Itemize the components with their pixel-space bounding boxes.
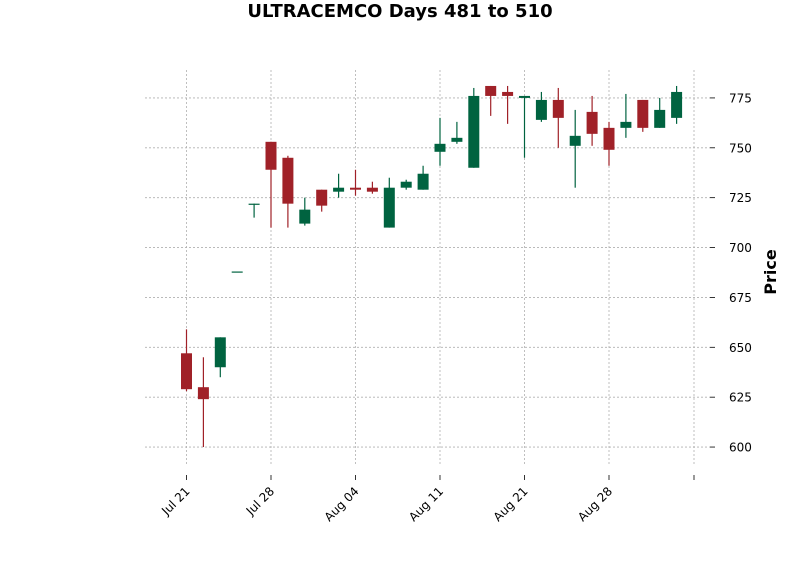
- grid-layer: [145, 70, 710, 465]
- candle-body: [248, 203, 260, 205]
- x-tick-label: Aug 11: [406, 484, 446, 524]
- x-tick-label: Aug 04: [322, 484, 362, 524]
- candle-body: [468, 95, 480, 168]
- y-tick-label: 750: [729, 141, 752, 155]
- y-tick-label: 625: [729, 391, 752, 405]
- candle-body: [485, 85, 497, 96]
- candle-body: [214, 337, 226, 368]
- candle-body: [181, 353, 192, 390]
- y-tick-label: 775: [729, 91, 752, 105]
- candle-body: [671, 91, 683, 118]
- candle-body: [502, 91, 514, 96]
- y-axis-label: Price: [761, 249, 780, 295]
- candle-body: [417, 173, 429, 190]
- candle-body: [383, 187, 395, 228]
- candle-body: [603, 127, 615, 150]
- x-tick-label: Aug 28: [575, 484, 615, 524]
- candle-body: [586, 111, 598, 134]
- candle-body: [434, 143, 446, 152]
- candle-body: [350, 187, 361, 190]
- candle-body: [400, 181, 412, 188]
- candle-layer: [181, 85, 683, 448]
- x-tick-label: Jul 28: [243, 484, 277, 518]
- axis-layer: 600 625 650 675 700 725 750 775 Jul 21 Jul 28 Aug …: [158, 91, 752, 524]
- candle-body: [654, 109, 666, 128]
- candle-body: [552, 99, 564, 118]
- candle-body: [620, 121, 632, 128]
- candle-body: [316, 189, 328, 206]
- x-tick-label: Aug 21: [491, 484, 531, 524]
- candle-body: [197, 387, 209, 400]
- y-tick-label: 600: [729, 441, 752, 455]
- y-tick-label: 675: [729, 291, 752, 305]
- candle-body: [333, 187, 345, 192]
- candle-body: [299, 209, 311, 224]
- y-tick-label: 700: [729, 241, 752, 255]
- y-tick-label: 725: [729, 191, 752, 205]
- x-tick-label: Jul 21: [158, 484, 192, 518]
- candle-body: [451, 137, 463, 142]
- candle-body: [519, 95, 530, 98]
- candle-body: [265, 141, 277, 170]
- chart-title: ULTRACEMCO Days 481 to 510: [247, 1, 552, 22]
- y-tick-label: 650: [729, 341, 752, 355]
- candle-body: [366, 187, 378, 192]
- candle-body: [231, 271, 243, 273]
- candle-body: [535, 99, 547, 120]
- candle-body: [569, 135, 581, 146]
- candle-body: [637, 99, 649, 128]
- candle-body: [282, 157, 294, 204]
